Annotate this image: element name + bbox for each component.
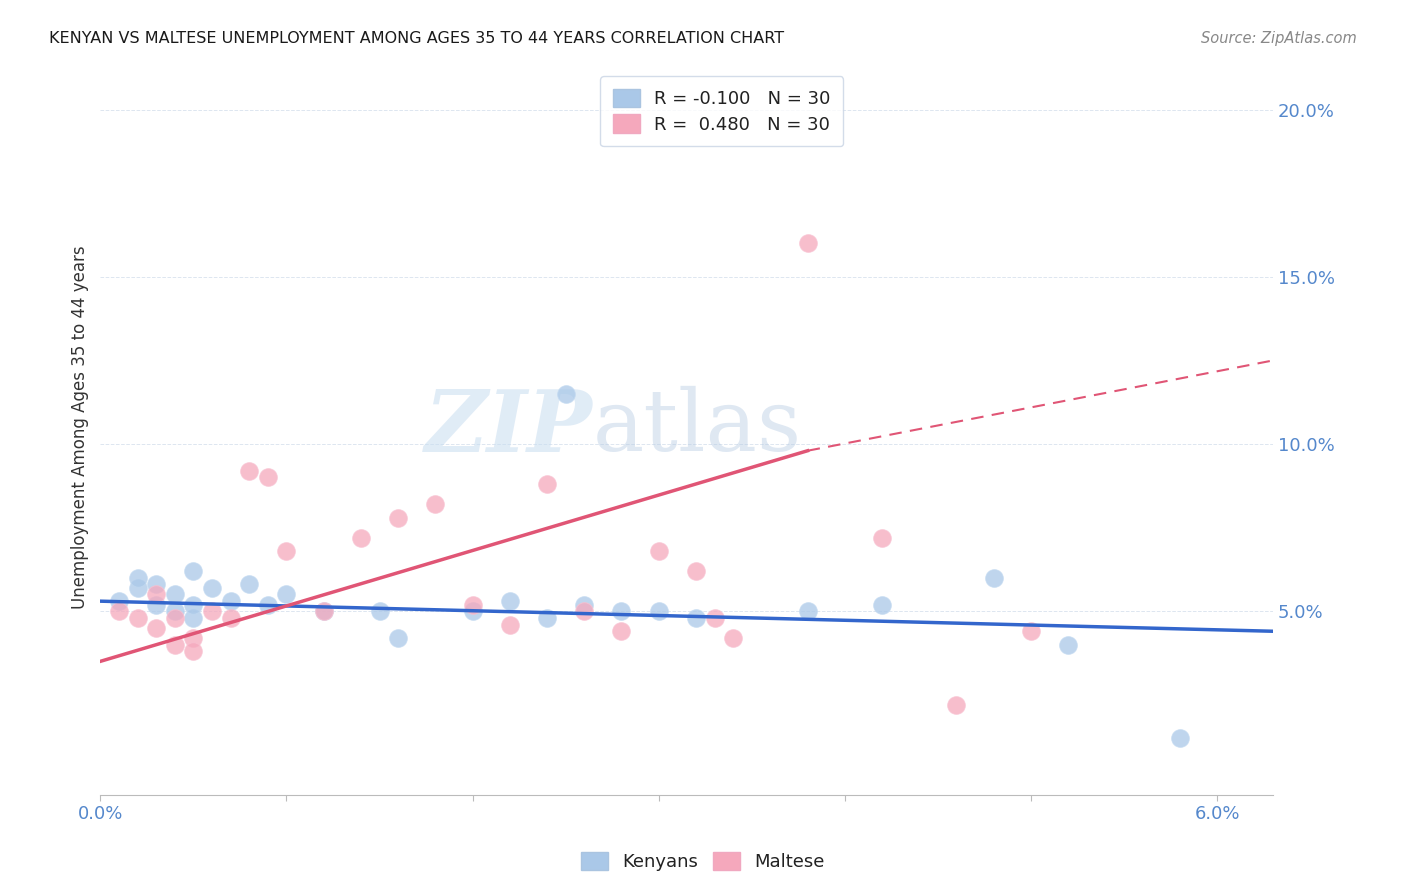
Point xyxy=(276,544,298,558)
Point xyxy=(574,598,596,612)
Point xyxy=(163,638,186,652)
Point xyxy=(145,621,167,635)
Point xyxy=(163,587,186,601)
Text: atlas: atlas xyxy=(593,385,801,469)
Point xyxy=(183,644,205,658)
Point xyxy=(610,604,633,618)
Point xyxy=(647,544,669,558)
Text: Source: ZipAtlas.com: Source: ZipAtlas.com xyxy=(1201,31,1357,46)
Point xyxy=(387,631,409,645)
Point xyxy=(145,598,167,612)
Point xyxy=(945,698,967,712)
Point xyxy=(1057,638,1080,652)
Point xyxy=(183,631,205,645)
Point xyxy=(183,564,205,578)
Point xyxy=(721,631,744,645)
Point xyxy=(368,604,391,618)
Point xyxy=(1019,624,1042,639)
Point xyxy=(610,624,633,639)
Point xyxy=(796,604,818,618)
Point xyxy=(257,470,280,484)
Point xyxy=(219,594,242,608)
Point xyxy=(536,611,558,625)
Legend: R = -0.100   N = 30, R =  0.480   N = 30: R = -0.100 N = 30, R = 0.480 N = 30 xyxy=(600,76,844,146)
Point xyxy=(703,611,725,625)
Point xyxy=(499,617,522,632)
Point xyxy=(350,531,373,545)
Point xyxy=(108,604,131,618)
Point xyxy=(312,604,335,618)
Point xyxy=(238,464,260,478)
Point xyxy=(647,604,669,618)
Point xyxy=(499,594,522,608)
Point xyxy=(1168,731,1191,746)
Point xyxy=(201,581,224,595)
Point xyxy=(219,611,242,625)
Point xyxy=(983,571,1005,585)
Point xyxy=(425,497,447,511)
Point xyxy=(387,510,409,524)
Point xyxy=(127,581,149,595)
Point xyxy=(870,598,893,612)
Text: KENYAN VS MALTESE UNEMPLOYMENT AMONG AGES 35 TO 44 YEARS CORRELATION CHART: KENYAN VS MALTESE UNEMPLOYMENT AMONG AGE… xyxy=(49,31,785,46)
Point xyxy=(276,587,298,601)
Point xyxy=(183,611,205,625)
Point xyxy=(145,587,167,601)
Point xyxy=(145,577,167,591)
Point xyxy=(127,611,149,625)
Text: ZIP: ZIP xyxy=(425,385,593,469)
Point xyxy=(554,387,576,401)
Point xyxy=(685,611,707,625)
Point xyxy=(238,577,260,591)
Point xyxy=(127,571,149,585)
Point xyxy=(796,236,818,251)
Point xyxy=(461,598,484,612)
Point xyxy=(536,477,558,491)
Point xyxy=(312,604,335,618)
Point xyxy=(257,598,280,612)
Point xyxy=(183,598,205,612)
Point xyxy=(685,564,707,578)
Point xyxy=(201,604,224,618)
Point xyxy=(163,611,186,625)
Point xyxy=(108,594,131,608)
Point xyxy=(574,604,596,618)
Legend: Kenyans, Maltese: Kenyans, Maltese xyxy=(574,845,832,879)
Point xyxy=(461,604,484,618)
Point xyxy=(870,531,893,545)
Y-axis label: Unemployment Among Ages 35 to 44 years: Unemployment Among Ages 35 to 44 years xyxy=(72,245,89,609)
Point xyxy=(163,604,186,618)
